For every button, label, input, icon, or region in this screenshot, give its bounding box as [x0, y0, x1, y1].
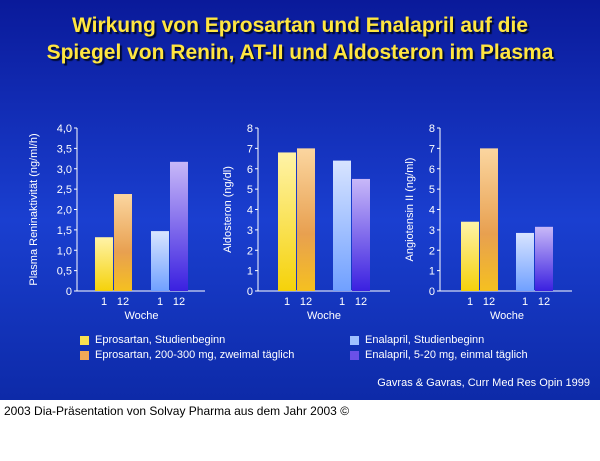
bar [95, 237, 113, 291]
title-line-1: Wirkung von Eprosartan und Enalapril auf… [71, 14, 529, 37]
y-tick-label: 3,0 [57, 164, 72, 176]
x-tick-label: 12 [117, 296, 129, 308]
y-tick-label: 5 [429, 184, 435, 196]
citation: Gavras & Gavras, Curr Med Res Opin 1999 [377, 377, 590, 389]
bar [278, 152, 296, 291]
y-tick-label: 6 [247, 164, 253, 176]
y-axis-label: Aldosteron (ng/dl) [222, 166, 234, 253]
legend-swatch [350, 335, 359, 345]
x-axis-label: Woche [307, 310, 341, 322]
y-tick-label: 0,5 [57, 266, 72, 278]
y-tick-label: 3 [429, 225, 435, 237]
y-tick-label: 8 [429, 123, 435, 135]
bar [352, 178, 370, 291]
bar [170, 161, 188, 291]
legend-item-0: Eprosartan, Studienbeginn [80, 334, 225, 346]
x-tick-label: 12 [300, 296, 312, 308]
legend-item-3: Enalapril, 5-20 mg, einmal täglich [350, 349, 528, 361]
bar [516, 232, 534, 291]
y-tick-label: 2,5 [57, 184, 72, 196]
x-axis-label: Woche [124, 310, 158, 322]
title-line-2: Spiegel von Renin, AT-II und Aldosteron … [46, 41, 554, 64]
slide-title: Wirkung von Eprosartan und Enalapril auf… [0, 12, 600, 66]
footer-caption: 2003 Dia-Präsentation von Solvay Pharma … [4, 404, 350, 418]
y-tick-label: 2 [429, 245, 435, 257]
legend-label: Eprosartan, Studienbeginn [95, 334, 226, 346]
bar [114, 194, 132, 291]
y-tick-label: 5 [247, 184, 253, 196]
y-tick-label: 4 [247, 205, 253, 217]
bar [151, 231, 169, 291]
y-tick-label: 0 [66, 286, 72, 298]
x-tick-label: 12 [483, 296, 495, 308]
legend-label: Eprosartan, 200-300 mg, zweimal täglich [95, 349, 295, 361]
legend-swatch [80, 335, 89, 345]
y-axis-label: Plasma Reninaktivität (ng/ml/h) [28, 133, 40, 285]
bar-charts: 0 0,5 1,0 1,5 2,0 2,5 3,0 3,5 4,0 Plasma Reninakt… [28, 123, 553, 322]
y-tick-label: 0 [429, 286, 435, 298]
x-tick-label: 1 [284, 296, 290, 308]
bar [535, 226, 553, 291]
y-axis-label: Angiotensin II (ng/ml) [404, 158, 416, 262]
y-tick-label: 7 [429, 143, 435, 155]
legend-label: Enalapril, Studienbeginn [365, 334, 485, 346]
y-tick-label: 4 [429, 205, 435, 217]
y-tick-label: 1,0 [57, 245, 72, 257]
bar [461, 221, 479, 291]
bar [297, 148, 315, 291]
y-tick-label: 1 [247, 266, 253, 278]
x-axis-label: Woche [490, 310, 524, 322]
legend-swatch [80, 350, 89, 360]
y-tick-label: 0 [247, 286, 253, 298]
legend-label: Enalapril, 5-20 mg, einmal täglich [365, 349, 528, 361]
legend-item-1: Eprosartan, 200-300 mg, zweimal täglich [80, 349, 294, 361]
y-tick-label: 3,5 [57, 143, 72, 155]
y-tick-label: 8 [247, 123, 253, 135]
y-tick-label: 6 [429, 164, 435, 176]
y-tick-label: 4,0 [57, 123, 72, 135]
y-tick-label: 2 [247, 245, 253, 257]
y-tick-label: 3 [247, 225, 253, 237]
x-tick-label: 1 [157, 296, 163, 308]
x-tick-label: 1 [522, 296, 528, 308]
bar [333, 160, 351, 291]
x-tick-label: 12 [173, 296, 185, 308]
y-tick-label: 1,5 [57, 225, 72, 237]
x-tick-label: 1 [339, 296, 345, 308]
x-tick-label: 1 [101, 296, 107, 308]
y-tick-label: 7 [247, 143, 253, 155]
x-tick-label: 1 [467, 296, 473, 308]
bar [480, 148, 498, 291]
legend-item-2: Enalapril, Studienbeginn [350, 334, 484, 346]
y-tick-label: 1 [429, 266, 435, 278]
legend-swatch [350, 350, 359, 360]
slide: Wirkung von Eprosartan und Enalapril auf… [0, 0, 600, 400]
y-tick-label: 2,0 [57, 205, 72, 217]
x-tick-label: 12 [355, 296, 367, 308]
x-tick-label: 12 [538, 296, 550, 308]
